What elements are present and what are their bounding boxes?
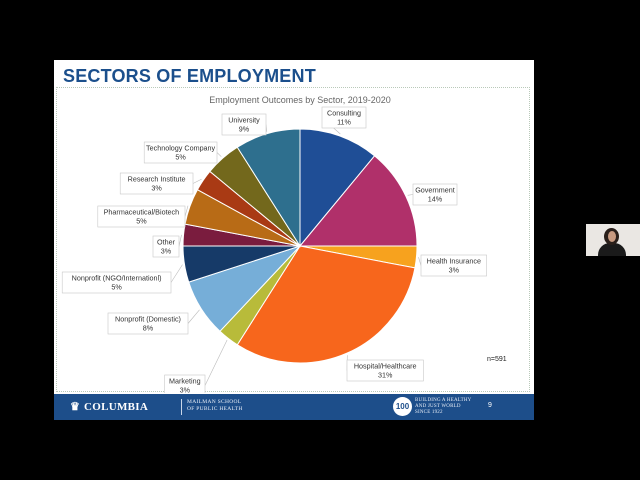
slice-label: Technology Company bbox=[146, 144, 216, 153]
callout-box bbox=[164, 374, 206, 393]
callout-box bbox=[97, 205, 186, 228]
callout-leader-line bbox=[418, 257, 422, 266]
centennial-badge: 100 bbox=[393, 397, 412, 416]
callout-leader-line bbox=[170, 264, 183, 283]
callout-box bbox=[420, 254, 487, 277]
callout-box bbox=[152, 235, 180, 258]
callout-box bbox=[412, 183, 458, 206]
pie-slices bbox=[182, 128, 418, 364]
slice-value-label: 31% bbox=[378, 371, 393, 380]
tagline-line-2: AND JUST WORLD bbox=[415, 404, 461, 409]
page-number: 9 bbox=[488, 402, 492, 409]
slice-label: Other bbox=[157, 238, 176, 247]
callout-leader-line bbox=[192, 178, 202, 184]
slice-label: University bbox=[228, 116, 260, 125]
pie-slice-consulting bbox=[299, 128, 376, 248]
callout-box bbox=[119, 172, 194, 195]
columbia-logo: ♛ COLUMBIA bbox=[70, 401, 149, 413]
slide: SECTORS OF EMPLOYMENT Employment Outcome… bbox=[54, 60, 534, 420]
slice-label: Marketing bbox=[169, 377, 201, 386]
pie-slice-university bbox=[236, 128, 301, 248]
slice-label: Hospital/Healthcare bbox=[354, 362, 417, 371]
presenter-video-thumbnail[interactable] bbox=[586, 224, 640, 256]
callout-leader-line bbox=[178, 234, 182, 247]
slice-value-label: 8% bbox=[143, 324, 154, 333]
slice-label: Consulting bbox=[327, 109, 361, 118]
callout-leader-line bbox=[216, 152, 222, 157]
centennial-tagline: BUILDING A HEALTHY AND JUST WORLD SINCE … bbox=[415, 398, 471, 416]
school-line-2: OF PUBLIC HEALTH bbox=[187, 406, 243, 412]
slice-value-label: 3% bbox=[449, 266, 460, 275]
slice-label: Nonprofit (NGO/Internationl) bbox=[72, 274, 162, 283]
slice-value-label: 3% bbox=[151, 184, 162, 193]
slice-value-label: 3% bbox=[161, 247, 172, 256]
slice-callout: Nonprofit (Domestic)8% bbox=[107, 309, 200, 335]
footer-divider bbox=[181, 399, 182, 415]
logo-text: COLUMBIA bbox=[84, 401, 149, 413]
callout-leader-line bbox=[184, 205, 189, 217]
slice-value-label: 11% bbox=[337, 118, 351, 127]
slice-value-label: 5% bbox=[175, 153, 186, 162]
tagline-line-1: BUILDING A HEALTHY bbox=[415, 398, 472, 403]
presenter-body bbox=[598, 243, 626, 256]
slide-title: SECTORS OF EMPLOYMENT bbox=[63, 66, 316, 86]
sample-size-note: n=591 bbox=[487, 356, 507, 363]
slice-value-label: 3% bbox=[180, 386, 191, 394]
slice-label: Nonprofit (Domestic) bbox=[115, 315, 181, 324]
tagline-line-3: SINCE 1922 bbox=[415, 410, 443, 415]
crown-icon: ♛ bbox=[70, 401, 81, 413]
chart-frame: Employment Outcomes by Sector, 2019-2020… bbox=[56, 87, 530, 394]
slice-value-label: 9% bbox=[239, 125, 250, 134]
presenter-face bbox=[608, 231, 616, 242]
slice-label: Research Institute bbox=[128, 175, 186, 184]
slice-label: Health Insurance bbox=[427, 257, 481, 266]
callout-leader-line bbox=[204, 339, 228, 386]
callout-box bbox=[61, 271, 172, 294]
callout-box bbox=[221, 113, 267, 136]
school-name: MAILMAN SCHOOL OF PUBLIC HEALTH bbox=[187, 399, 243, 413]
callout-box bbox=[346, 359, 424, 382]
slice-label: Government bbox=[415, 186, 455, 195]
callout-leader-line bbox=[187, 309, 200, 324]
slice-callout: Nonprofit (NGO/Internationl)5% bbox=[61, 264, 183, 294]
chart-title: Employment Outcomes by Sector, 2019-2020 bbox=[209, 95, 391, 105]
slice-value-label: 14% bbox=[428, 195, 443, 204]
school-line-1: MAILMAN SCHOOL bbox=[187, 399, 242, 405]
callout-box bbox=[321, 106, 367, 129]
slice-value-label: 5% bbox=[111, 283, 122, 292]
callout-box bbox=[143, 141, 218, 164]
pie-slice-government bbox=[298, 155, 418, 247]
slice-value-label: 5% bbox=[136, 217, 147, 226]
slice-label: Pharmaceutical/Biotech bbox=[104, 208, 180, 217]
footer-bar: ♛ COLUMBIA MAILMAN SCHOOL OF PUBLIC HEAL… bbox=[54, 394, 534, 420]
callout-leader-line bbox=[407, 194, 414, 196]
pie-chart: Employment Outcomes by Sector, 2019-2020… bbox=[61, 95, 507, 394]
callout-box bbox=[107, 312, 189, 335]
